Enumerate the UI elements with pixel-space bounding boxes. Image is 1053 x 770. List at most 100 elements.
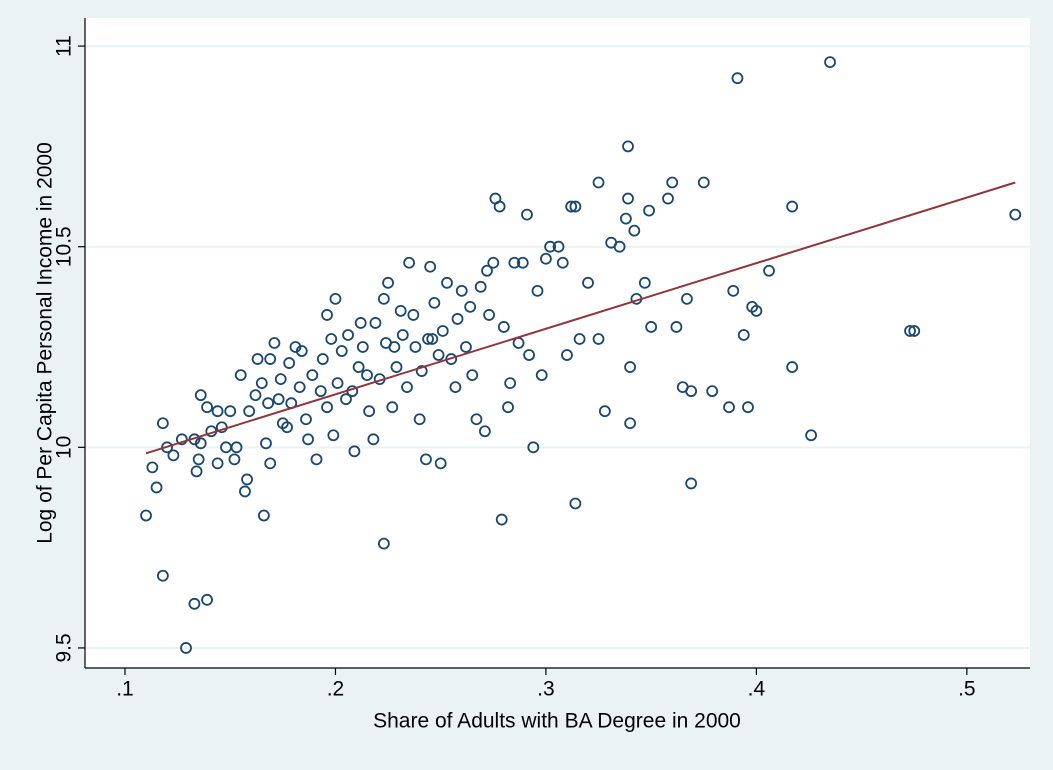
point <box>737 329 750 341</box>
point <box>224 405 237 418</box>
point <box>310 453 323 466</box>
point <box>666 176 679 189</box>
x-tick-label: .3 <box>537 678 555 701</box>
point <box>234 369 247 381</box>
point <box>487 256 500 269</box>
point <box>504 377 517 390</box>
point <box>396 329 409 341</box>
point <box>622 140 634 153</box>
point <box>628 224 641 237</box>
point <box>573 333 586 345</box>
y-tick-label: 10 <box>53 436 76 459</box>
point <box>556 256 569 269</box>
x-tick-label: .5 <box>958 678 976 701</box>
point <box>697 176 710 189</box>
point <box>565 200 578 213</box>
point <box>904 325 916 337</box>
x-tick-label: .4 <box>748 678 766 701</box>
plot-area <box>85 18 1030 668</box>
point <box>167 449 180 462</box>
point <box>188 597 201 610</box>
point <box>321 401 333 414</box>
point <box>441 276 453 289</box>
x-axis-title: Share of Adults with BA Degree in 2000 <box>373 710 741 733</box>
point <box>422 333 434 345</box>
point <box>211 405 224 418</box>
point <box>314 385 327 398</box>
point <box>150 481 163 494</box>
point <box>363 405 376 418</box>
point <box>428 296 441 309</box>
point <box>325 333 338 345</box>
point <box>478 425 491 438</box>
point <box>561 349 573 361</box>
point <box>460 341 472 353</box>
point <box>192 453 205 466</box>
point <box>540 252 552 265</box>
point <box>497 321 510 333</box>
point <box>272 393 285 406</box>
point <box>481 264 493 277</box>
point <box>175 433 188 446</box>
point <box>495 513 508 526</box>
point <box>449 381 462 394</box>
point <box>361 369 373 381</box>
x-tick-label: .2 <box>327 678 345 701</box>
point <box>535 369 548 381</box>
point <box>367 433 380 446</box>
point <box>257 509 270 522</box>
point <box>260 437 272 450</box>
point <box>723 401 735 414</box>
point <box>194 389 207 402</box>
point <box>407 309 420 321</box>
point <box>786 361 799 373</box>
point <box>569 200 582 213</box>
point <box>264 353 277 365</box>
point <box>146 461 159 474</box>
point <box>140 509 152 522</box>
point <box>369 317 382 329</box>
point <box>329 292 342 305</box>
point <box>786 200 799 213</box>
point <box>516 256 529 269</box>
point <box>241 473 253 486</box>
point <box>342 329 354 341</box>
point <box>239 485 251 498</box>
point <box>750 305 763 317</box>
y-axis-title: Log of Per Capita Personal Income in 200… <box>34 142 57 544</box>
point <box>201 593 213 606</box>
point <box>228 453 241 466</box>
point <box>426 333 439 345</box>
point <box>645 321 658 333</box>
point <box>592 333 605 345</box>
point <box>569 497 582 510</box>
point <box>300 413 312 426</box>
point <box>451 313 464 325</box>
point <box>201 401 213 414</box>
point <box>727 284 740 297</box>
point <box>335 345 348 357</box>
point <box>474 280 487 293</box>
point <box>434 457 447 470</box>
point <box>493 200 506 213</box>
point <box>409 341 422 353</box>
point <box>685 477 698 490</box>
point <box>527 441 540 454</box>
y-tick-label: 10.5 <box>53 226 76 267</box>
point <box>483 309 495 321</box>
point <box>331 377 344 390</box>
point <box>156 417 169 430</box>
point <box>283 357 296 369</box>
point <box>531 284 544 297</box>
point <box>464 300 477 313</box>
point <box>622 192 634 205</box>
point <box>432 349 445 361</box>
point <box>388 341 401 353</box>
point <box>544 240 557 253</box>
point <box>306 369 319 381</box>
point <box>742 401 754 414</box>
point <box>230 441 243 454</box>
point <box>805 429 818 442</box>
point <box>394 305 407 317</box>
